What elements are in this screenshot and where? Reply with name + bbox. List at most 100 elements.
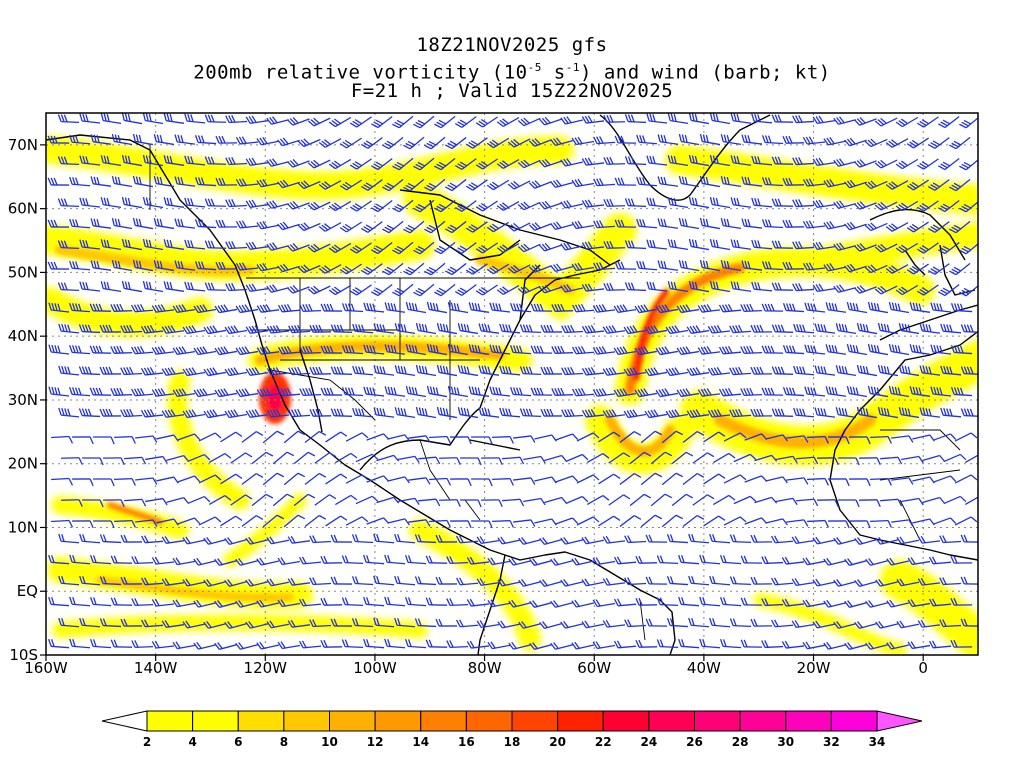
wind-barb (450, 436, 472, 445)
colorbar-label: 24 (641, 735, 658, 749)
lat-tick-label: 50N (8, 263, 38, 281)
wind-barb (392, 283, 414, 297)
lon-tick-label: 80W (468, 659, 502, 677)
wind-barb (454, 116, 477, 128)
wind-barb (644, 367, 668, 377)
wind-barb (624, 535, 647, 544)
wind-barb (655, 346, 679, 356)
wind-barb (661, 514, 684, 528)
wind-barb (928, 598, 952, 607)
wind-barb (867, 385, 889, 398)
wind-barb (245, 115, 269, 124)
wind-barb (214, 388, 238, 398)
wind-barb (341, 345, 364, 355)
wind-barb (454, 158, 477, 170)
wind-barb (446, 640, 469, 649)
wind-barb (636, 134, 658, 145)
wind-barb (471, 436, 493, 445)
wind-barb (624, 577, 647, 586)
wind-barb (636, 260, 658, 271)
wind-barb (403, 220, 425, 234)
wind-barb (435, 534, 458, 543)
wind-barb (954, 516, 978, 526)
wind-barb (446, 556, 469, 565)
wind-barb (355, 495, 379, 505)
wind-barb (339, 179, 363, 191)
wind-barb (415, 322, 437, 335)
wind-barb (492, 519, 514, 528)
wind-barb (770, 619, 794, 628)
wind-barb (373, 407, 395, 418)
wind-barb (193, 599, 217, 608)
wind-barb (933, 517, 957, 525)
wind-barb (394, 323, 416, 335)
wind-barb (48, 638, 70, 649)
wind-barb (804, 302, 826, 313)
wind-barb (709, 533, 731, 544)
wind-barb (387, 518, 410, 526)
wind-barb (853, 159, 877, 168)
wind-barb (880, 498, 903, 507)
wind-barb (204, 240, 227, 249)
wind-barb (47, 219, 70, 228)
wind-barb (623, 409, 647, 419)
wind-barb (256, 641, 280, 650)
wind-barb (629, 493, 652, 507)
wind-barb (486, 263, 510, 275)
wind-barb (709, 154, 731, 167)
wind-barb (320, 597, 343, 606)
wind-barb (72, 478, 94, 487)
wind-barb (751, 239, 773, 250)
wind-barb (90, 134, 112, 145)
wind-barb (833, 621, 856, 629)
wind-barb (713, 452, 736, 464)
wind-barb (394, 533, 416, 544)
wind-barb (581, 620, 605, 629)
wind-barb (906, 221, 929, 233)
wind-barb (204, 156, 227, 165)
wind-barb (475, 284, 498, 296)
wind-barb (619, 431, 642, 443)
wind-barb (382, 136, 404, 150)
wind-barb (720, 176, 742, 188)
wind-barb (635, 639, 658, 648)
wind-barb (682, 472, 705, 485)
wind-barb (121, 196, 143, 209)
wind-barb (682, 514, 705, 527)
wind-barb (413, 115, 435, 129)
wind-barb (534, 518, 557, 526)
wind-barb (166, 496, 190, 504)
wind-barb (551, 345, 574, 354)
wind-barb (93, 478, 115, 487)
wind-barb (603, 282, 626, 291)
wind-barb (203, 409, 227, 419)
wind-barb (646, 197, 668, 208)
wind-barb (823, 179, 847, 188)
wind-barb (424, 262, 446, 276)
wind-barb (69, 176, 91, 187)
wind-barb (846, 301, 868, 314)
wind-barb (886, 641, 910, 650)
wind-barb (950, 303, 973, 313)
wind-barb (193, 388, 217, 398)
wind-barb (142, 154, 164, 167)
wind-barb (424, 136, 446, 150)
wind-barb (208, 453, 232, 463)
wind-barb (454, 242, 477, 254)
wind-barb (487, 599, 511, 608)
wind-barb (99, 618, 122, 628)
wind-barb (771, 408, 794, 417)
wind-barb (733, 495, 757, 505)
wind-barb (874, 201, 898, 211)
wind-barb (120, 534, 143, 543)
wind-barb (413, 283, 435, 297)
wind-barb (120, 618, 143, 627)
wind-barb (720, 218, 742, 230)
wind-barb (455, 535, 479, 544)
wind-barb (89, 638, 112, 649)
wind-barb (667, 281, 689, 293)
wind-barb (699, 133, 721, 146)
wind-barb (927, 179, 950, 191)
wind-barb (499, 323, 521, 334)
wind-barb (530, 387, 553, 396)
